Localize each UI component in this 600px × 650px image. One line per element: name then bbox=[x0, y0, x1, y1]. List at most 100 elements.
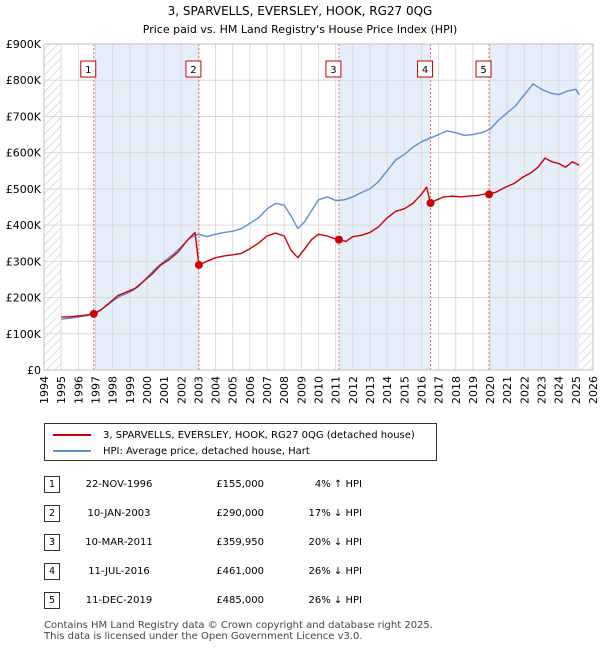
sale-date: 11-DEC-2019 bbox=[85, 595, 153, 606]
sale-number-badge: 1 bbox=[44, 476, 60, 493]
sales-table: 1 22-NOV-1996 £155,000 4% ↑ HPI 2 10-JAN… bbox=[44, 470, 362, 615]
table-row: 4 11-JUL-2016 £461,000 26% ↓ HPI bbox=[44, 557, 362, 586]
sale-hpi-change: 17% ↓ HPI bbox=[308, 508, 362, 519]
y-tick-label: £800K bbox=[6, 74, 42, 87]
sale-date: 10-MAR-2011 bbox=[85, 537, 153, 548]
y-tick-label: £0 bbox=[27, 364, 41, 377]
x-tick-label: 2020 bbox=[484, 376, 497, 404]
chart-subtitle: Price paid vs. HM Land Registry's House … bbox=[143, 23, 458, 36]
sale-hpi-change: 26% ↓ HPI bbox=[308, 595, 362, 606]
y-tick-label: £500K bbox=[6, 183, 42, 196]
sale-price: £290,000 bbox=[216, 508, 264, 519]
x-tick-label: 2026 bbox=[587, 376, 600, 404]
x-tick-label: 2004 bbox=[210, 376, 223, 404]
shaded-period bbox=[338, 44, 431, 370]
sale-number-badge: 5 bbox=[44, 592, 60, 609]
x-tick-label: 2003 bbox=[192, 376, 205, 404]
x-tick-label: 2006 bbox=[244, 376, 257, 404]
sale-point bbox=[334, 235, 343, 244]
sale-point bbox=[426, 199, 435, 208]
y-tick-label: £600K bbox=[6, 147, 42, 160]
table-row: 2 10-JAN-2003 £290,000 17% ↓ HPI bbox=[44, 499, 362, 528]
x-tick-label: 2001 bbox=[158, 376, 171, 404]
sale-label-number: 5 bbox=[480, 65, 486, 76]
y-tick-label: £300K bbox=[6, 255, 42, 268]
sale-price: £461,000 bbox=[216, 566, 264, 577]
x-tick-label: 1998 bbox=[107, 376, 120, 404]
hatched-region-before bbox=[44, 44, 62, 370]
x-tick-label: 2021 bbox=[501, 376, 514, 404]
footer-licence: This data is licensed under the Open Gov… bbox=[44, 631, 363, 642]
sale-label-number: 1 bbox=[85, 65, 91, 76]
sale-date: 22-NOV-1996 bbox=[85, 479, 153, 490]
legend-swatch-hpi bbox=[53, 450, 91, 452]
x-tick-label: 2000 bbox=[141, 376, 154, 404]
plot-border bbox=[43, 43, 594, 371]
table-row: 5 11-DEC-2019 £485,000 26% ↓ HPI bbox=[44, 586, 362, 615]
sale-date: 10-JAN-2003 bbox=[87, 508, 151, 519]
legend-item-hpi: HPI: Average price, detached house, Hart bbox=[53, 443, 310, 459]
chart-title: 3, SPARVELLS, EVERSLEY, HOOK, RG27 0QG bbox=[168, 4, 433, 18]
x-tick-label: 2007 bbox=[261, 376, 274, 404]
x-tick-label: 2014 bbox=[381, 376, 394, 404]
x-tick-label: 2009 bbox=[295, 376, 308, 404]
sale-label-box bbox=[80, 60, 97, 78]
x-tick-label: 2022 bbox=[518, 376, 531, 404]
sale-date: 11-JUL-2016 bbox=[88, 566, 150, 577]
x-tick-label: 2019 bbox=[467, 376, 480, 404]
x-tick-label: 2010 bbox=[313, 376, 326, 404]
x-tick-label: 1995 bbox=[55, 376, 68, 404]
x-tick-label: 2024 bbox=[553, 376, 566, 404]
table-row: 3 10-MAR-2011 £359,950 20% ↓ HPI bbox=[44, 528, 362, 557]
sale-number-badge: 3 bbox=[44, 534, 60, 551]
legend-label-property: 3, SPARVELLS, EVERSLEY, HOOK, RG27 0QG (… bbox=[103, 429, 415, 441]
x-tick-label: 2017 bbox=[433, 376, 446, 404]
sale-label-number: 2 bbox=[190, 65, 196, 76]
sale-hpi-change: 4% ↑ HPI bbox=[314, 479, 362, 490]
sale-label-box bbox=[417, 60, 434, 78]
x-tick-label: 2016 bbox=[415, 376, 428, 404]
x-tick-label: 2023 bbox=[536, 376, 549, 404]
legend-swatch-property bbox=[53, 434, 91, 436]
sale-label-box bbox=[475, 60, 492, 78]
footer-notice: Contains HM Land Registry data © Crown c… bbox=[44, 620, 433, 642]
sale-price: £359,950 bbox=[216, 537, 264, 548]
shaded-period bbox=[489, 44, 580, 370]
y-tick-label: £100K bbox=[6, 328, 42, 341]
x-tick-label: 2013 bbox=[364, 376, 377, 404]
x-tick-label: 1996 bbox=[72, 376, 85, 404]
legend-label-hpi: HPI: Average price, detached house, Hart bbox=[103, 445, 310, 457]
sale-number-badge: 2 bbox=[44, 505, 60, 522]
y-tick-label: £900K bbox=[6, 38, 42, 51]
sale-price: £485,000 bbox=[216, 595, 264, 606]
x-tick-label: 2018 bbox=[450, 376, 463, 404]
sale-point bbox=[89, 309, 98, 318]
x-tick-label: 2015 bbox=[398, 376, 411, 404]
y-tick-label: £200K bbox=[6, 292, 42, 305]
sale-label-number: 3 bbox=[330, 65, 336, 76]
x-tick-label: 2011 bbox=[330, 376, 343, 404]
chart-legend: 3, SPARVELLS, EVERSLEY, HOOK, RG27 0QG (… bbox=[44, 423, 437, 461]
series-line-property bbox=[61, 157, 580, 318]
x-tick-label: 2012 bbox=[347, 376, 360, 404]
x-tick-label: 2025 bbox=[570, 376, 583, 404]
x-tick-label: 1999 bbox=[124, 376, 137, 404]
legend-item-property: 3, SPARVELLS, EVERSLEY, HOOK, RG27 0QG (… bbox=[53, 427, 415, 443]
footer-copyright: Contains HM Land Registry data © Crown c… bbox=[44, 620, 433, 631]
x-tick-label: 2005 bbox=[227, 376, 240, 404]
x-tick-label: 1997 bbox=[89, 376, 102, 404]
sale-number-badge: 4 bbox=[44, 563, 60, 580]
sale-label-box bbox=[325, 60, 342, 78]
series-line-hpi bbox=[61, 83, 580, 320]
sale-label-number: 4 bbox=[422, 65, 428, 76]
x-tick-label: 1994 bbox=[38, 376, 51, 404]
sale-price: £155,000 bbox=[216, 479, 264, 490]
price-chart: 3, SPARVELLS, EVERSLEY, HOOK, RG27 0QG P… bbox=[6, 4, 600, 404]
sale-hpi-change: 26% ↓ HPI bbox=[308, 566, 362, 577]
sale-label-box bbox=[185, 60, 202, 78]
sale-point bbox=[485, 190, 494, 199]
sale-hpi-change: 20% ↓ HPI bbox=[308, 537, 362, 548]
table-row: 1 22-NOV-1996 £155,000 4% ↑ HPI bbox=[44, 470, 362, 499]
y-tick-label: £700K bbox=[6, 110, 42, 123]
sale-point bbox=[194, 260, 203, 269]
